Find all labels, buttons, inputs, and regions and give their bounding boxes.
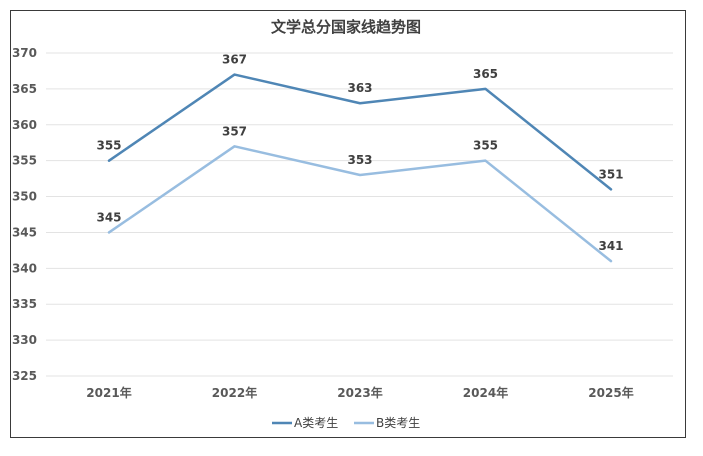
x-tick-label: 2022年 (212, 385, 257, 400)
data-label: 353 (347, 153, 372, 167)
x-tick-label: 2023年 (337, 385, 382, 400)
y-tick-label: 370 (12, 46, 37, 60)
y-tick-label: 365 (12, 82, 37, 96)
data-label: 355 (473, 139, 498, 153)
chart-title: 文学总分国家线趋势图 (271, 18, 421, 36)
series-line-1 (107, 73, 613, 191)
data-label: 355 (96, 139, 121, 153)
legend-label-2: B类考生 (376, 416, 420, 430)
y-tick-label: 330 (12, 333, 37, 347)
x-tick-label: 2021年 (86, 385, 131, 400)
y-tick-label: 345 (12, 225, 37, 239)
x-axis-ticks: 2021年 2022年 2023年 2024年 2025年 (86, 385, 633, 400)
data-label: 365 (473, 67, 498, 81)
data-label: 357 (222, 124, 247, 138)
x-tick-label: 2024年 (463, 385, 508, 400)
y-tick-label: 360 (12, 118, 37, 132)
y-tick-label: 335 (12, 297, 37, 311)
data-labels: 355 367 363 365 351 345 357 353 355 341 (96, 53, 623, 254)
gridlines (46, 52, 673, 377)
y-tick-label: 340 (12, 261, 37, 275)
legend: A类考生 B类考生 (272, 416, 420, 430)
y-tick-label: 325 (12, 369, 37, 383)
series-line-2 (107, 145, 613, 263)
series-lines (107, 73, 613, 263)
x-tick-label: 2025年 (588, 385, 633, 400)
y-tick-label: 350 (12, 190, 37, 204)
data-label: 345 (96, 210, 121, 224)
y-axis-ticks: 325 330 335 340 345 350 355 360 365 370 (12, 46, 37, 383)
data-label: 363 (347, 81, 372, 95)
y-tick-label: 355 (12, 154, 37, 168)
data-label: 351 (598, 167, 623, 181)
data-label: 367 (222, 53, 247, 67)
data-label: 341 (598, 239, 623, 253)
legend-label-1: A类考生 (294, 416, 338, 430)
